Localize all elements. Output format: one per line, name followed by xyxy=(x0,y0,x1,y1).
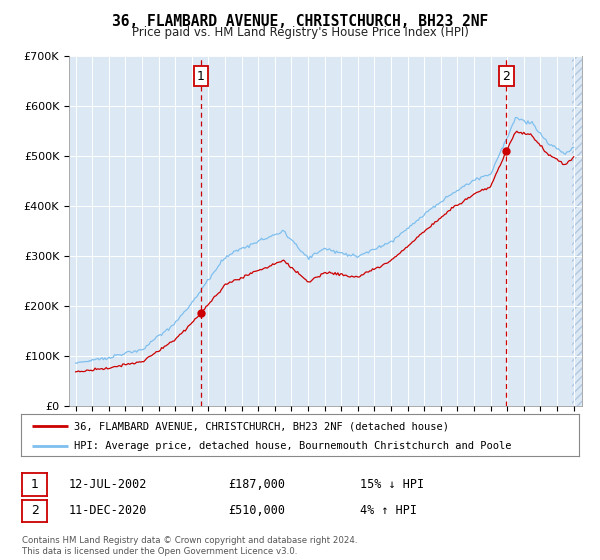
Text: 36, FLAMBARD AVENUE, CHRISTCHURCH, BH23 2NF: 36, FLAMBARD AVENUE, CHRISTCHURCH, BH23 … xyxy=(112,14,488,29)
Text: Price paid vs. HM Land Registry's House Price Index (HPI): Price paid vs. HM Land Registry's House … xyxy=(131,26,469,39)
Text: 36, FLAMBARD AVENUE, CHRISTCHURCH, BH23 2NF (detached house): 36, FLAMBARD AVENUE, CHRISTCHURCH, BH23 … xyxy=(74,421,449,431)
Text: 15% ↓ HPI: 15% ↓ HPI xyxy=(360,478,424,491)
Text: Contains HM Land Registry data © Crown copyright and database right 2024.
This d: Contains HM Land Registry data © Crown c… xyxy=(22,536,358,556)
Text: 4% ↑ HPI: 4% ↑ HPI xyxy=(360,504,417,517)
Text: £510,000: £510,000 xyxy=(228,504,285,517)
Text: 12-JUL-2002: 12-JUL-2002 xyxy=(69,478,148,491)
Text: 11-DEC-2020: 11-DEC-2020 xyxy=(69,504,148,517)
Text: 2: 2 xyxy=(31,504,39,517)
Text: 1: 1 xyxy=(197,69,205,82)
Text: £187,000: £187,000 xyxy=(228,478,285,491)
Text: 1: 1 xyxy=(31,478,39,491)
Text: 2: 2 xyxy=(503,69,511,82)
Text: HPI: Average price, detached house, Bournemouth Christchurch and Poole: HPI: Average price, detached house, Bour… xyxy=(74,441,512,451)
